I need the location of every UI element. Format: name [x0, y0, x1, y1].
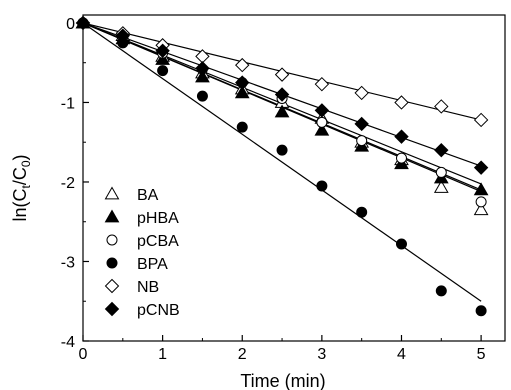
data-point	[314, 76, 330, 92]
y-axis-label-part: /C	[10, 167, 30, 185]
plot-frame	[82, 14, 506, 342]
y-tick-label: -2	[61, 175, 75, 192]
legend-marker	[104, 301, 120, 317]
plot-border	[82, 14, 506, 342]
legend-marker	[104, 278, 120, 294]
data-point	[195, 49, 210, 64]
data-point	[356, 206, 368, 218]
data-point	[435, 285, 447, 297]
legend: BA pHBA pCBA BPA NB pCNB	[104, 186, 180, 319]
y-tick-label: -3	[61, 254, 75, 271]
data-point	[395, 238, 407, 250]
data-point	[195, 69, 210, 83]
data-point	[115, 28, 131, 43]
data-point	[235, 75, 250, 90]
data-point	[274, 67, 290, 82]
x-tick-label: 5	[477, 346, 486, 363]
data-point	[473, 202, 489, 216]
data-point	[434, 99, 449, 114]
data-point	[473, 160, 489, 175]
legend-marker	[104, 186, 120, 200]
data-point	[234, 85, 250, 99]
x-tick-label: 4	[397, 346, 406, 363]
fit-lines	[82, 22, 482, 302]
x-tick-label: 2	[238, 346, 247, 363]
legend-item-pcnb: pCNB	[104, 301, 180, 319]
data-point	[435, 166, 447, 178]
legend-item-nb: NB	[104, 278, 159, 296]
data-point	[473, 182, 489, 196]
data-point	[394, 95, 409, 110]
legend-marker	[106, 257, 118, 269]
data-point	[473, 112, 489, 128]
data-point	[314, 122, 330, 136]
data-point	[155, 43, 170, 58]
data-point	[276, 144, 288, 156]
data-point	[314, 103, 330, 118]
data-point	[394, 129, 409, 144]
axis-ticks: 0 1 2 3 4 5 0 -1 -2 -3 -4	[61, 16, 486, 363]
legend-item-ba: BA	[104, 186, 159, 204]
legend-item-bpa: BPA	[106, 256, 168, 273]
data-point	[433, 180, 449, 193]
data-point	[316, 116, 328, 128]
data-point	[354, 116, 369, 132]
data-point	[274, 87, 290, 102]
x-axis-label: Time (min)	[240, 371, 325, 390]
legend-marker	[106, 234, 118, 246]
series-pcnb	[75, 15, 489, 175]
y-axis-label-part: )	[10, 154, 30, 160]
fit-line-bpa	[82, 22, 482, 302]
legend-marker	[104, 209, 120, 223]
x-tick-label: 0	[79, 346, 88, 363]
legend-label: pHBA	[137, 210, 179, 227]
data-point	[157, 65, 169, 77]
y-tick-label: 0	[66, 16, 75, 33]
x-tick-label: 1	[158, 346, 167, 363]
data-point	[475, 196, 487, 208]
data-point	[434, 142, 449, 158]
data-markers	[75, 15, 489, 317]
legend-item-phba: pHBA	[104, 209, 179, 227]
data-point	[395, 152, 407, 164]
y-axis-label: ln(Ct/C0)	[10, 154, 33, 221]
legend-label: BA	[137, 187, 159, 204]
legend-label: BPA	[137, 256, 168, 273]
y-axis-label-part: t	[19, 185, 33, 189]
data-point	[236, 121, 248, 133]
data-point	[235, 57, 250, 73]
legend-label: NB	[137, 279, 159, 296]
legend-label: pCBA	[137, 233, 179, 250]
legend-label: pCNB	[137, 302, 180, 319]
data-point	[274, 104, 290, 118]
data-point	[316, 180, 328, 192]
data-point	[195, 61, 210, 76]
data-point	[196, 90, 208, 102]
x-tick-label: 3	[317, 346, 326, 363]
data-point	[354, 85, 369, 101]
data-point	[475, 305, 487, 317]
y-tick-label: -1	[61, 95, 75, 112]
legend-item-pcba: pCBA	[106, 233, 179, 250]
y-tick-label: -4	[61, 334, 75, 351]
data-point	[155, 52, 170, 65]
y-axis-label-part: 0	[19, 160, 33, 167]
data-point	[356, 135, 368, 147]
y-axis-label-part: ln(C	[10, 189, 30, 222]
